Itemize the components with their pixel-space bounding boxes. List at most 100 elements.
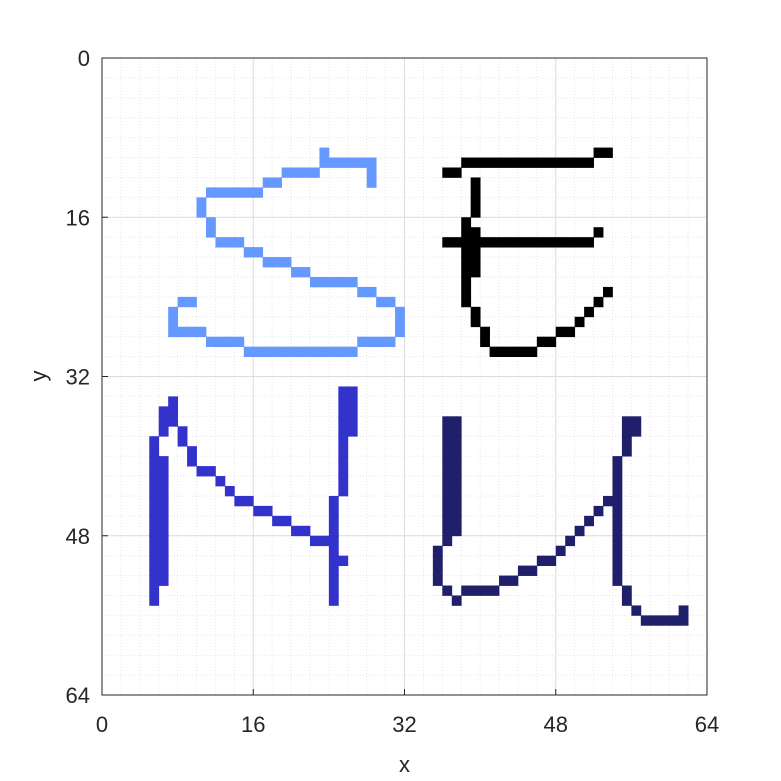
pixel-cell-series-3 [650,615,661,626]
pixel-cell-series-2 [338,396,349,407]
pixel-cell-series-2 [253,505,264,517]
pixel-cell-series-3 [451,426,462,437]
pixel-cell-series-3 [451,485,462,497]
pixel-cell-series-0 [395,326,405,338]
pixel-cell-series-2 [149,505,160,517]
pixel-cell-series-1 [584,306,594,318]
x-tick-label-0: 0 [96,712,108,737]
pixel-cell-series-3 [612,505,623,517]
pixel-cell-series-2 [347,386,358,397]
y-tick-label-64: 64 [66,683,90,708]
pixel-cell-series-0 [234,237,245,248]
pixel-cell-series-0 [376,336,386,348]
pixel-cell-series-1 [489,346,500,357]
pixel-cell-series-1 [508,157,519,168]
pixel-cell-series-1 [461,247,472,258]
pixel-cell-series-3 [480,585,490,596]
pixel-cell-series-0 [357,157,368,168]
pixel-cell-series-1 [584,237,594,248]
pixel-cell-series-0 [205,187,216,198]
pixel-cell-series-0 [338,346,349,357]
pixel-cell-series-2 [149,456,160,467]
pixel-cell-series-2 [158,525,169,537]
pixel-cell-series-3 [451,436,462,447]
pixel-cell-series-0 [291,267,301,278]
pixel-cell-series-0 [300,346,311,357]
pixel-cell-series-3 [621,416,632,427]
pixel-cell-series-3 [593,505,604,517]
pixel-cell-series-2 [224,485,235,497]
pixel-cell-series-2 [158,545,169,557]
pixel-cell-series-0 [291,346,301,357]
pixel-cell-series-3 [442,416,453,427]
pixel-cell-series-0 [366,336,377,348]
pixel-cell-series-2 [187,456,197,467]
pixel-cell-series-3 [621,436,632,447]
pixel-cell-series-0 [319,147,330,158]
pixel-cell-series-0 [205,227,216,238]
pixel-cell-series-0 [272,346,283,357]
pixel-cell-series-0 [357,336,368,348]
pixel-cell-series-1 [461,157,472,168]
pixel-cell-series-1 [489,157,500,168]
pixel-cell-series-3 [451,466,462,477]
pixel-cell-series-1 [565,157,576,168]
pixel-cell-series-0 [300,267,311,278]
pixel-cell-series-0 [338,157,349,168]
pixel-cell-series-1 [470,316,481,328]
pixel-cell-series-3 [451,456,462,467]
pixel-cell-series-3 [442,456,453,467]
pixel-cell-series-2 [158,535,169,547]
pixel-cell-series-0 [319,157,330,168]
pixel-cell-series-0 [215,187,226,198]
pixel-cell-series-3 [612,476,623,487]
pixel-cell-series-2 [168,396,179,407]
x-tick-label-64: 64 [695,712,719,737]
pixel-cell-series-0 [395,316,405,328]
pixel-cell-series-2 [158,575,169,586]
pixel-cell-series-1 [499,237,509,248]
pixel-cell-series-3 [442,525,453,537]
pixel-cell-series-0 [272,257,283,268]
pixel-cell-series-1 [470,247,481,258]
pixel-cell-series-2 [177,436,188,447]
pixel-cell-series-2 [149,476,160,487]
pixel-cell-series-3 [451,495,462,507]
pixel-cell-series-2 [347,416,358,427]
pixel-cell-series-1 [470,227,481,238]
pixel-cell-series-2 [149,595,160,606]
pixel-cell-series-3 [451,446,462,457]
pixel-cell-series-1 [536,336,547,348]
pixel-cell-series-0 [262,257,273,268]
pixel-cell-series-0 [224,336,235,348]
pixel-cell-series-3 [442,585,453,596]
pixel-cell-series-2 [319,535,330,547]
pixel-cell-series-1 [461,227,472,238]
pixel-cell-series-2 [338,485,349,497]
pixel-cell-series-2 [328,515,339,527]
pixel-cell-series-0 [319,346,330,357]
pixel-cell-series-2 [262,505,273,517]
pixel-cell-series-2 [338,555,349,567]
pixel-cell-series-2 [338,436,349,447]
pixel-cell-series-3 [612,525,623,537]
pixel-cell-series-0 [205,336,216,348]
pixel-cell-series-0 [328,346,339,357]
pixel-cell-series-0 [357,286,368,298]
pixel-cell-series-1 [527,237,538,248]
pixel-cell-series-1 [574,237,585,248]
pixel-cell-series-2 [149,466,160,477]
pixel-cell-series-2 [347,426,358,437]
pixel-cell-series-3 [603,495,613,507]
pixel-cell-series-0 [328,276,339,288]
pixel-cell-series-1 [451,167,462,178]
pixel-cell-series-2 [158,555,169,567]
pixel-cell-series-1 [536,237,547,248]
pixel-cell-series-3 [451,595,462,606]
pixel-cell-series-0 [215,237,226,248]
pixel-cell-series-3 [442,495,453,507]
pixel-cell-series-0 [262,346,273,357]
pixel-cell-series-2 [149,525,160,537]
pixel-cell-series-1 [461,286,472,298]
pixel-cell-series-0 [168,316,179,328]
